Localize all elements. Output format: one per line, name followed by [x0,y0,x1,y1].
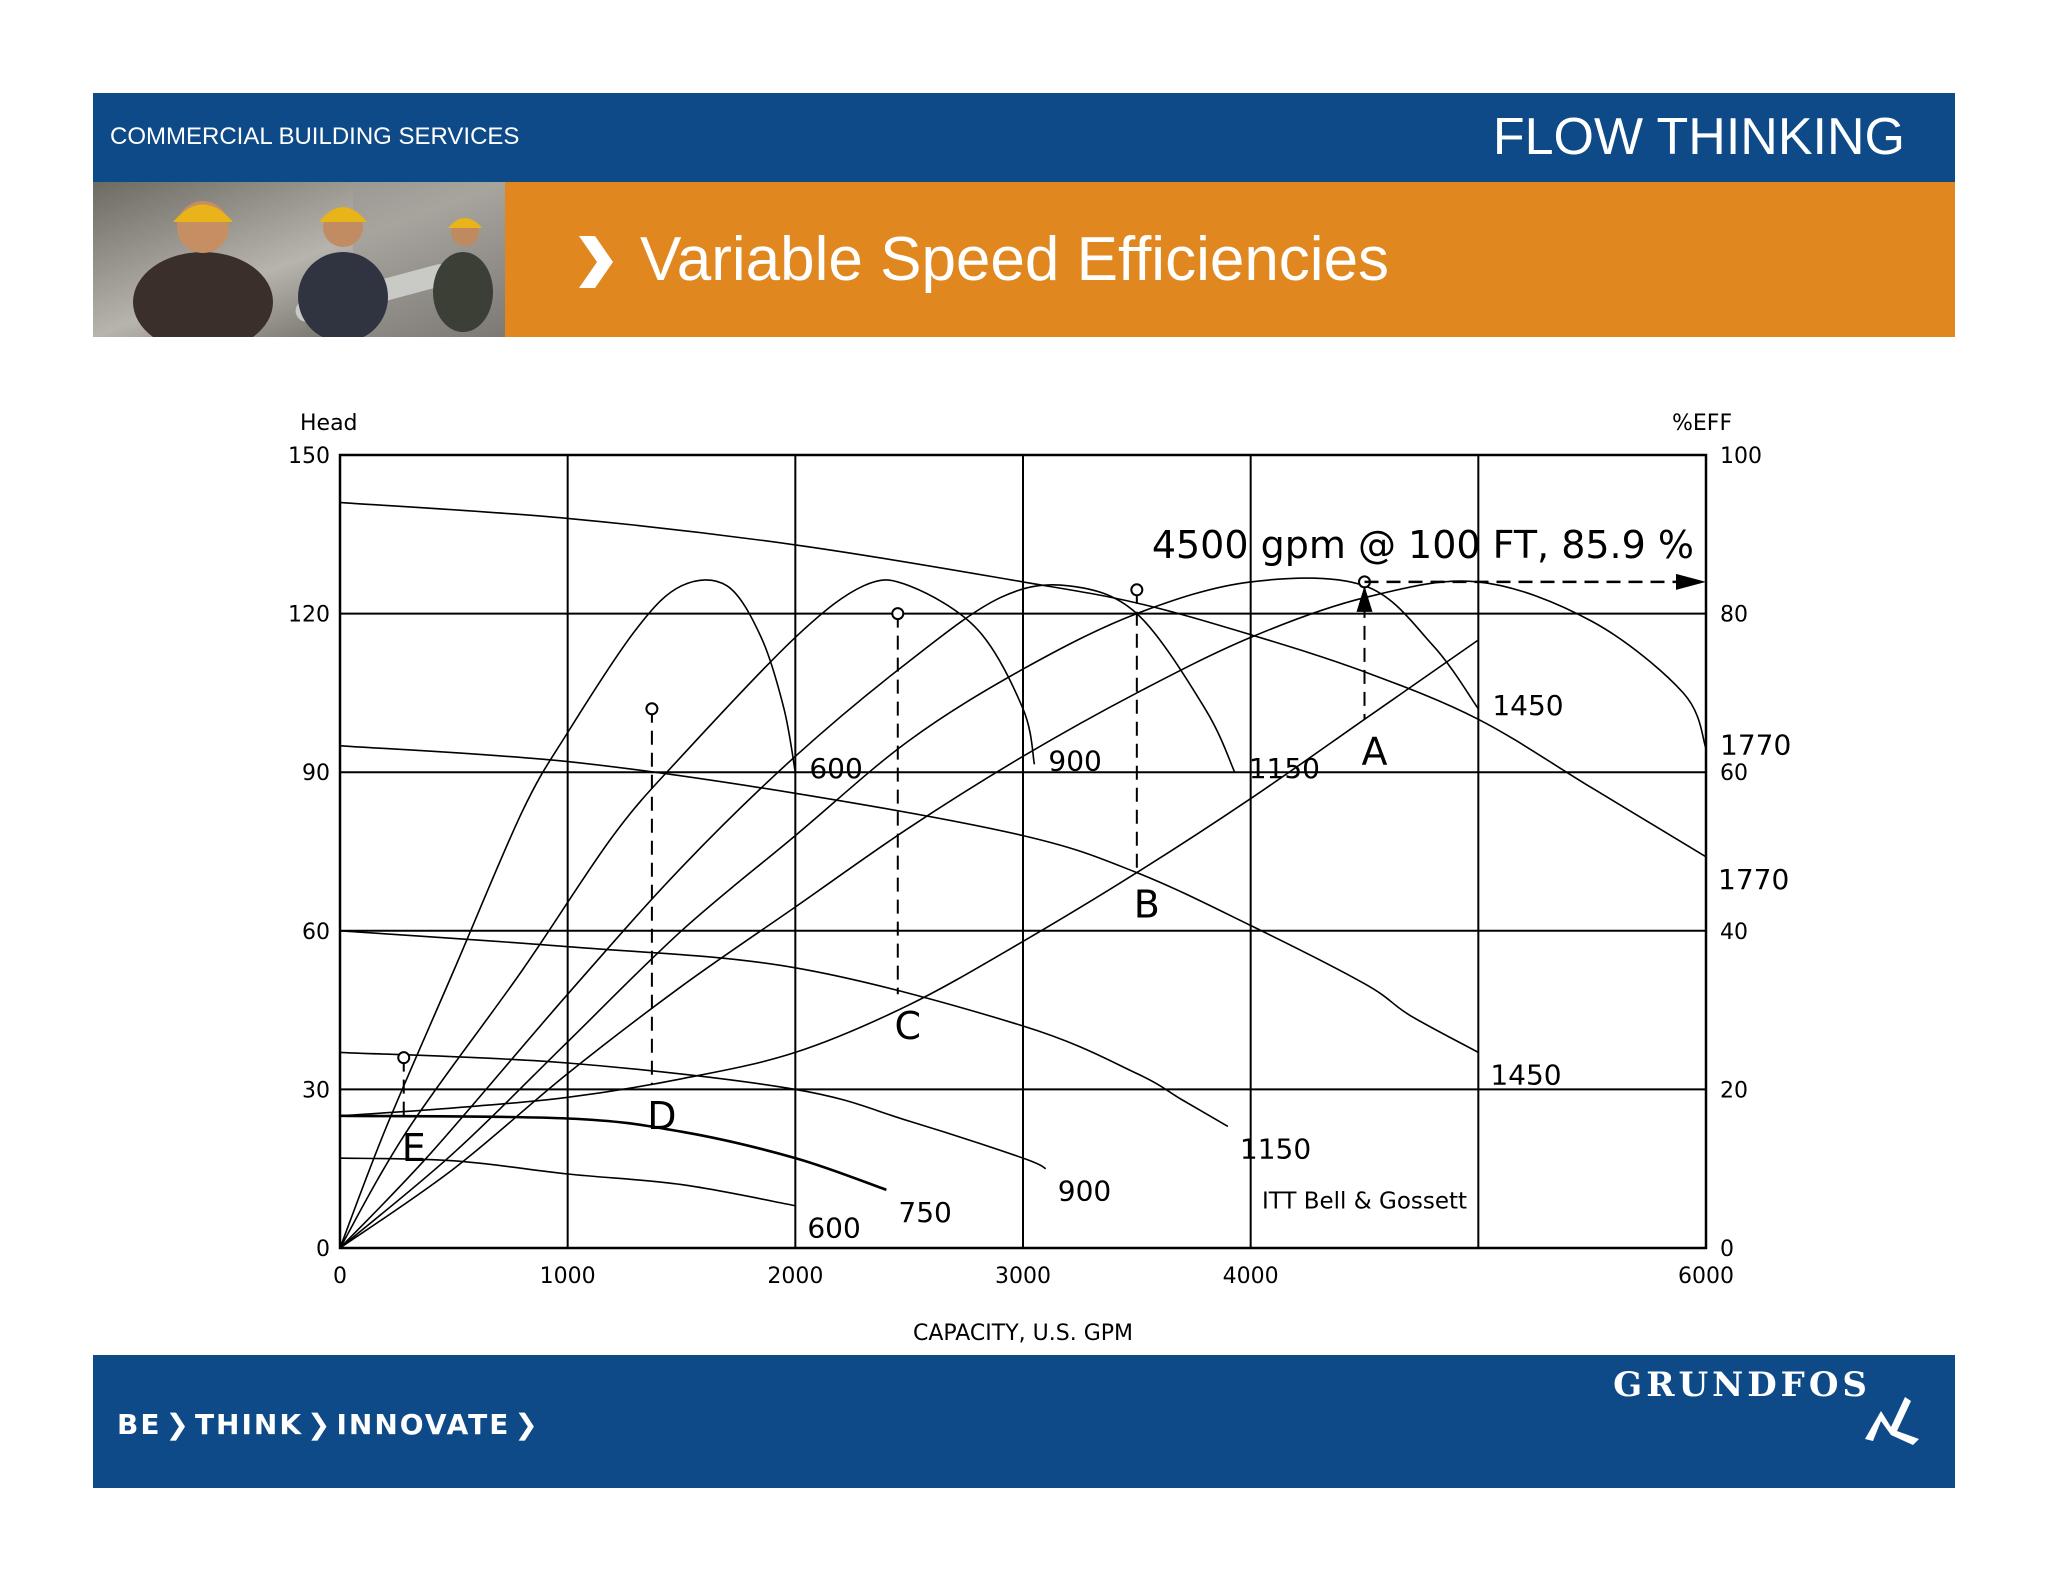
slogan-word-be: BE [117,1408,162,1441]
efficiency-curve-label-1770: 1770 [1720,728,1791,761]
efficiency-curve-1770 [339,580,1707,1249]
slide-title: Variable Speed Efficiencies [640,225,1390,294]
x-tick-label: 0 [333,1264,347,1289]
efficiency-marker-E [397,1051,411,1065]
y2-tick-label: 60 [1720,761,1748,786]
operating-point-label-D: D [647,1094,676,1138]
chevron-right-icon: ❯ [307,1408,333,1441]
grundfos-logo-icon [1865,1397,1919,1445]
head-curve-label-1770: 1770 [1718,863,1789,896]
y-tick-label: 60 [302,920,330,945]
y-tick-label: 120 [288,603,330,628]
operating-point-label-A: A [1362,729,1388,773]
efficiency-curve-1450 [339,577,1479,1249]
y-tick-label: 150 [288,444,330,469]
efficiency-marker-B [1130,583,1144,597]
head-curve-900 [339,1051,1047,1170]
efficiency-curve-900 [339,579,1036,1249]
efficiency-marker-D [645,702,659,716]
brand-tagline: FLOW THINKING [1492,108,1905,166]
efficiency-curve-label-600: 600 [809,752,862,785]
x-tick-label: 2000 [767,1264,823,1289]
head-curve-label-600: 600 [807,1212,860,1245]
y2-tick-label: 100 [1720,444,1762,469]
workers-photo [93,182,505,337]
efficiency-curve-600 [339,579,797,1249]
y-axis-label: Head [300,411,358,436]
y-tick-label: 30 [302,1078,330,1103]
y-tick-label: 90 [302,761,330,786]
annotation-arrow-head [1676,573,1706,590]
slogan-word-innovate: INNOVATE [336,1408,511,1441]
footer-banner: BE ❯ THINK ❯ INNOVATE ❯ GRUNDFOS [93,1355,1955,1488]
operating-point-label-C: C [895,1004,922,1048]
efficiency-marker-C [891,607,905,621]
efficiency-curve-label-1150: 1150 [1249,752,1320,785]
y2-tick-label: 0 [1720,1237,1734,1262]
x-tick-label: 3000 [995,1264,1051,1289]
efficiency-curve-label-900: 900 [1048,744,1101,777]
annotation-up-arrow-head [1356,585,1373,612]
y2-axis-label: %EFF [1672,411,1732,436]
head-curve-750 [339,1114,887,1192]
x-tick-label: 4000 [1223,1264,1279,1289]
head-curve-label-1150: 1150 [1240,1132,1311,1165]
head-curve-1150 [339,930,1229,1128]
system-curve [339,639,1479,1117]
chart-credit: ITT Bell & Gossett [1262,1188,1467,1214]
slogan: BE ❯ THINK ❯ INNOVATE ❯ [117,1408,544,1441]
operating-point-label-E: E [402,1126,426,1170]
pump-curve-chart: 0 1000 2000 3000 4000 6000 0 30 60 90 120 150 0 20 40 6… [150,360,1900,1350]
head-curve-600 [339,1157,796,1207]
annotation-text: 4500 gpm @ 100 FT, 85.9 % [1152,523,1694,567]
title-banner: Variable Speed Efficiencies [93,182,1955,337]
x-tick-label: 6000 [1678,1264,1734,1289]
head-curve-label-1450: 1450 [1490,1058,1561,1091]
head-curve-label-900: 900 [1058,1175,1111,1208]
slogan-word-think: THINK [194,1408,304,1441]
head-curve-label-750: 750 [898,1196,951,1229]
efficiency-curve-1150 [339,584,1236,1249]
y-tick-label: 0 [316,1237,330,1262]
top-banner: COMMERCIAL BUILDING SERVICES FLOW THINKI… [93,93,1955,182]
section-label: COMMERCIAL BUILDING SERVICES [110,123,520,150]
chevron-right-icon: ❯ [165,1408,191,1441]
chevron-right-icon: ❯ [514,1408,540,1441]
x-axis-label: CAPACITY, U.S. GPM [913,1321,1133,1346]
head-curve-1450 [339,745,1479,1054]
chevron-right-icon [579,236,613,288]
y2-tick-label: 20 [1720,1078,1748,1103]
y2-tick-label: 80 [1720,603,1748,628]
operating-point-label-B: B [1134,883,1160,927]
grundfos-logo-text: GRUNDFOS [1613,1365,1871,1405]
x-tick-label: 1000 [540,1264,596,1289]
y2-tick-label: 40 [1720,920,1748,945]
efficiency-curve-label-1450: 1450 [1492,689,1563,722]
